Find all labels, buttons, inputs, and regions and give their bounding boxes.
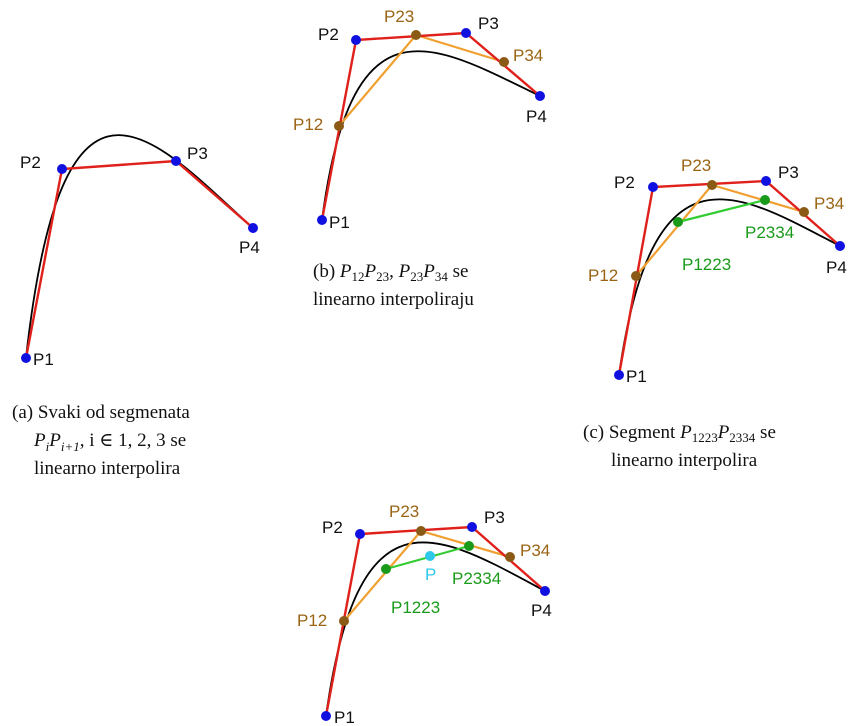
caption-a-line1: (a) Svaki od segmenata: [12, 402, 190, 423]
label-p2: P2: [614, 173, 635, 192]
caption-c-line1: (c) Segment P1223P2334 se: [583, 422, 776, 445]
label-p23: P23: [384, 7, 414, 26]
label-p23: P23: [389, 502, 419, 521]
label-p2: P2: [20, 153, 41, 172]
label-p3: P3: [484, 508, 505, 527]
caption-b-line2: linearno interpoliraju: [313, 289, 474, 310]
panel-d: P1 P2 P3 P4 P12 P23 P34 P1223 P2334 P: [297, 502, 552, 726]
control-point-p2: [648, 182, 658, 192]
label-p1223: P1223: [391, 598, 440, 617]
point-p23: [707, 180, 717, 190]
label-p34: P34: [513, 46, 543, 65]
control-point-p3: [171, 156, 181, 166]
label-p4: P4: [531, 601, 552, 620]
control-point-p2: [57, 164, 67, 174]
label-p12: P12: [588, 266, 618, 285]
control-point-p2: [351, 35, 361, 45]
caption-a-line3: linearno interpolira: [34, 458, 181, 479]
point-p23: [411, 30, 421, 40]
bezier-curve: [25, 134, 254, 359]
control-point-p1: [317, 215, 327, 225]
control-point-p2: [355, 529, 365, 539]
bezier-curve: [618, 198, 841, 376]
label-p34: P34: [520, 541, 550, 560]
point-p34: [799, 207, 809, 217]
label-p23: P23: [681, 156, 711, 175]
label-p2: P2: [322, 518, 343, 537]
control-point-p4: [248, 223, 258, 233]
label-p2334: P2334: [452, 569, 501, 588]
control-point-p3: [461, 28, 471, 38]
caption-c-line2: linearno interpolira: [611, 450, 758, 471]
point-p: [425, 551, 435, 561]
label-p12: P12: [293, 115, 323, 134]
label-p1: P1: [329, 213, 350, 232]
point-p12: [339, 616, 349, 626]
label-p4: P4: [826, 258, 847, 277]
point-p1223: [381, 564, 391, 574]
panel-a: P1 P2 P3 P4 (a) Svaki od segmenata PiPi+…: [12, 134, 260, 479]
label-p3: P3: [778, 163, 799, 182]
label-p: P: [425, 565, 436, 584]
bezier-curve: [321, 50, 541, 221]
label-p1: P1: [33, 350, 54, 369]
point-p23: [416, 526, 426, 536]
caption-a-line2: PiPi+1, i ∈ 1, 2, 3 se: [33, 430, 186, 454]
level2-segment: [677, 198, 766, 224]
control-point-p4: [535, 91, 545, 101]
point-p12: [631, 271, 641, 281]
control-polygon: [24, 159, 254, 359]
label-p3: P3: [478, 14, 499, 33]
label-p34: P34: [814, 194, 844, 213]
label-p4: P4: [239, 238, 260, 257]
label-p2: P2: [318, 25, 339, 44]
control-point-p1: [614, 370, 624, 380]
caption-b-line1: (b) P12P23, P23P34 se: [313, 261, 468, 284]
label-p12: P12: [297, 611, 327, 630]
label-p1: P1: [626, 367, 647, 386]
control-point-p1: [321, 711, 331, 721]
control-point-p4: [835, 241, 845, 251]
point-p12: [334, 121, 344, 131]
point-p1223: [673, 217, 683, 227]
panel-c: P1 P2 P3 P4 P12 P23 P34 P1223 P2334 (c) …: [583, 156, 847, 471]
point-p2334: [760, 195, 770, 205]
label-p2334: P2334: [745, 223, 794, 242]
control-point-p3: [467, 522, 477, 532]
label-p1223: P1223: [682, 255, 731, 274]
control-point-p1: [21, 353, 31, 363]
label-p3: P3: [187, 144, 208, 163]
point-p34: [499, 57, 509, 67]
panel-b: P1 P2 P3 P4 P12 P23 P34 (b) P12P23, P23P…: [293, 7, 547, 310]
control-point-p4: [540, 586, 550, 596]
control-point-p3: [761, 176, 771, 186]
point-p34: [505, 552, 515, 562]
label-p4: P4: [526, 107, 547, 126]
point-p2334: [464, 541, 474, 551]
label-p1: P1: [334, 708, 355, 726]
